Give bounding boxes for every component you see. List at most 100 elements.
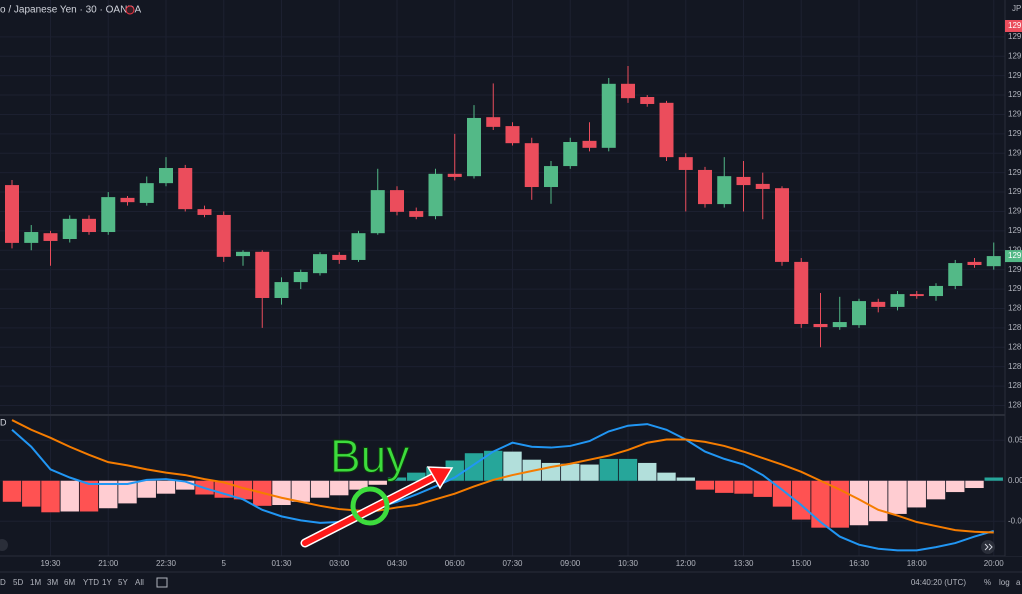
y-tick-label: 129. — [1008, 226, 1022, 235]
x-tick-label: 01:30 — [271, 559, 292, 568]
price-axis — [1005, 0, 1022, 556]
candle-body — [43, 233, 58, 241]
histogram-bar — [811, 480, 830, 528]
histogram-bar — [445, 460, 464, 481]
x-tick-label: 10:30 — [618, 559, 639, 568]
panes — [2, 65, 1003, 552]
candle-body — [986, 256, 1001, 267]
x-tick-label: 04:30 — [387, 559, 408, 568]
candle-body — [293, 271, 308, 283]
histogram-bar — [407, 472, 426, 481]
histogram-bar — [888, 480, 907, 514]
y-tick-label: 129. — [1008, 245, 1022, 254]
histogram-bar — [599, 458, 618, 481]
candle-body — [698, 169, 712, 205]
histogram-bar — [387, 477, 407, 481]
symbol-badge: JP — [1012, 4, 1021, 13]
y-tick-label: 128. — [1008, 342, 1022, 351]
histogram-bar — [561, 463, 580, 481]
candle-body — [544, 166, 558, 188]
x-tick-label: 07:30 — [502, 559, 523, 568]
histogram-bar — [233, 480, 253, 500]
candle-body — [332, 254, 347, 260]
log-toggle[interactable]: log — [999, 578, 1010, 587]
candle-body — [736, 176, 751, 186]
candle-body — [852, 301, 866, 326]
percent-toggle[interactable]: % — [984, 578, 991, 587]
candle-body — [832, 322, 847, 328]
price-tag — [1005, 250, 1022, 263]
histogram-bar — [22, 480, 41, 507]
x-tick-label: 22:30 — [156, 559, 177, 568]
histogram-bar — [638, 462, 657, 481]
candle-body — [659, 102, 674, 158]
histogram-bar — [907, 480, 926, 508]
histogram-bar — [676, 477, 695, 481]
histogram-bar — [580, 464, 599, 481]
candle-body — [101, 197, 116, 233]
compare-icon[interactable] — [156, 577, 168, 588]
range-button[interactable]: 3M — [47, 578, 58, 587]
x-tick-label: 03:00 — [329, 559, 350, 568]
histogram-bar — [368, 480, 387, 485]
range-button[interactable]: All — [135, 578, 144, 587]
candle-body — [467, 117, 481, 177]
histogram-bar — [830, 480, 849, 528]
candle-body — [197, 209, 212, 215]
candle-body — [871, 301, 886, 307]
price-tag-label: 129. — [1008, 251, 1022, 260]
range-button[interactable]: D — [0, 578, 6, 587]
scroll-left-button[interactable] — [0, 539, 8, 551]
histogram-bar — [946, 480, 965, 493]
y-tick-label: 129. — [1008, 129, 1022, 138]
range-button[interactable]: 5Y — [118, 578, 128, 587]
histogram-bar — [464, 453, 484, 481]
range-button[interactable]: 1Y — [102, 578, 112, 587]
x-tick-label: 5 — [222, 559, 227, 568]
range-button[interactable]: YTD — [83, 578, 99, 587]
histogram-bar — [99, 480, 118, 509]
candle-body — [24, 232, 39, 243]
histogram-bar — [869, 480, 888, 522]
histogram-bar — [310, 480, 330, 498]
y-tick-label: 0.00 — [1008, 476, 1022, 485]
range-button[interactable]: 1M — [30, 578, 41, 587]
candle-body — [313, 254, 327, 274]
candle-body — [139, 183, 154, 203]
y-tick-label: 128. — [1008, 323, 1022, 332]
candle-body — [948, 263, 963, 286]
x-tick-label: 19:30 — [40, 559, 61, 568]
clock: 04:40:20 (UTC) — [911, 578, 966, 587]
x-tick-label: 18:00 — [907, 559, 928, 568]
y-tick-label: 129. — [1008, 51, 1022, 60]
candle-body — [890, 294, 905, 307]
scroll-icon — [984, 543, 993, 551]
range-button[interactable]: 5D — [13, 578, 23, 587]
candle-body — [524, 143, 539, 188]
candle-body — [601, 83, 616, 148]
auto-toggle[interactable]: a — [1016, 578, 1021, 587]
buy-circle — [350, 486, 390, 526]
overlay: Buy — [300, 430, 454, 548]
candle-body — [351, 233, 366, 260]
x-tick-label: 16:30 — [849, 559, 870, 568]
x-tick-label: 12:00 — [676, 559, 697, 568]
histogram-bar — [849, 480, 869, 526]
price-tag-label: 129. — [1008, 21, 1022, 30]
y-tick-label: 129. — [1008, 90, 1022, 99]
candle-body — [967, 261, 982, 266]
histogram-bar — [734, 480, 753, 494]
candle-body — [929, 285, 943, 297]
histogram-bar — [60, 480, 79, 512]
range-button[interactable]: 6M — [64, 578, 75, 587]
y-tick-label: 128. — [1008, 381, 1022, 390]
symbol-title: o / Japanese Yen · 30 · OANDA — [0, 5, 142, 16]
y-tick-label: -0.0 — [1008, 516, 1022, 525]
histogram-bar — [330, 480, 349, 496]
signal-line — [11, 419, 994, 534]
candle-body — [582, 140, 597, 148]
histogram-bar — [118, 480, 137, 504]
candle-body — [717, 176, 732, 205]
histogram-bar — [715, 480, 734, 493]
histogram-bar — [41, 480, 60, 513]
